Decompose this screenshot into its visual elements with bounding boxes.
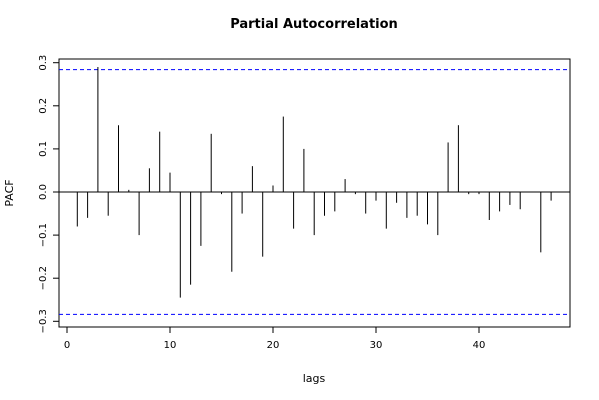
pacf-bars [76,67,552,298]
y-tick-label: −0.2 [38,266,49,290]
y-axis: −0.3 −0.2 −0.1 0.0 0.1 0.2 0.3 [38,55,59,333]
y-tick-label: 0.0 [38,184,49,200]
x-tick-label: 10 [164,340,177,351]
x-tick-label: 20 [267,340,280,351]
y-tick-label: −0.1 [38,223,49,247]
y-tick-label: 0.2 [38,98,49,114]
y-tick-label: 0.3 [38,55,49,71]
x-tick-label: 40 [473,340,486,351]
plot-frame [58,58,571,328]
x-axis-label: lags [303,372,326,385]
y-axis-label: PACF [3,179,16,206]
chart-title: Partial Autocorrelation [230,17,398,32]
x-tick-label: 30 [370,340,383,351]
y-tick-label: −0.3 [38,309,49,333]
y-tick-label: 0.1 [38,141,49,157]
x-tick-label: 0 [64,340,70,351]
x-axis: 0 10 20 30 40 [64,327,486,351]
confidence-bounds [59,69,570,315]
